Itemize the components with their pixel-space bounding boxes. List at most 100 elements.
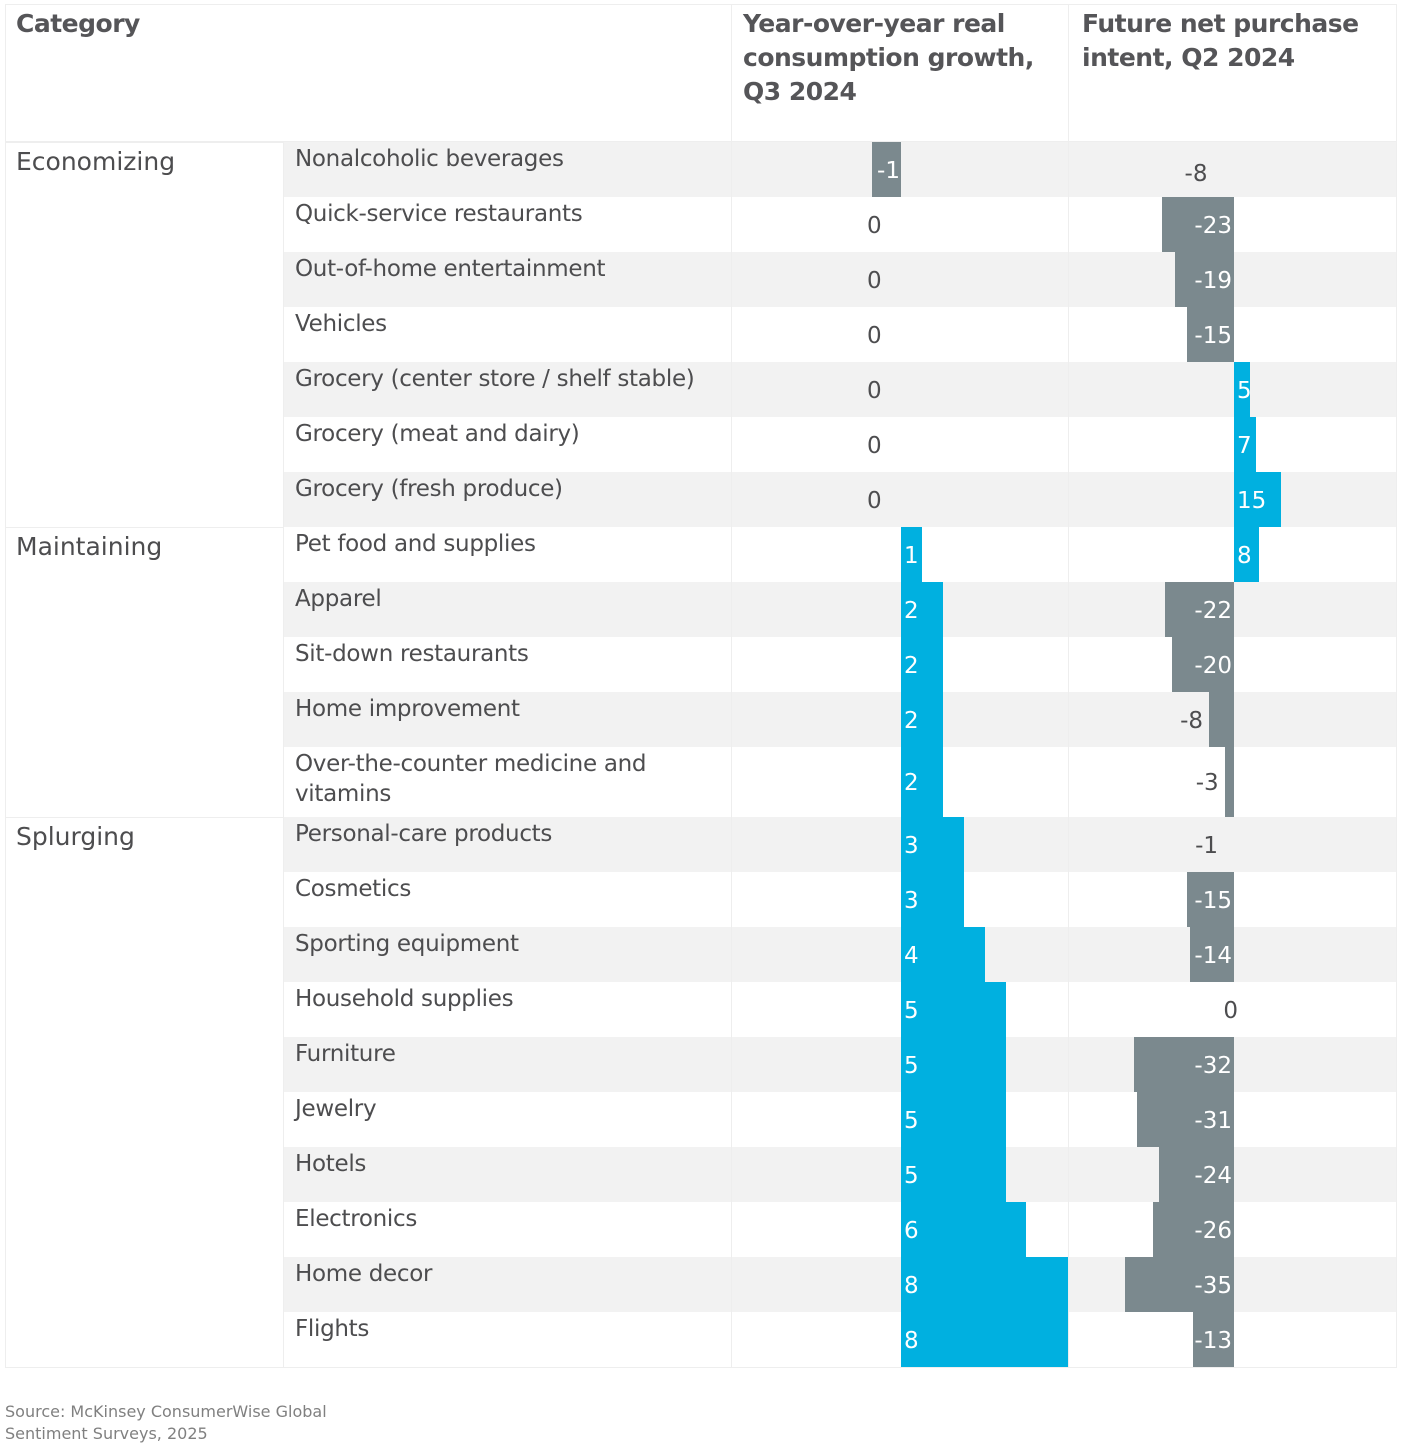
yoy-value-label: 0 [867, 322, 882, 349]
intent-bar [1234, 417, 1256, 472]
subcategory-label: Vehicles [295, 311, 387, 337]
subcategory-label: Cosmetics [295, 876, 412, 902]
source-note: Source: McKinsey ConsumerWise Global Sen… [5, 1402, 327, 1443]
column-divider [5, 4, 6, 1367]
table-row: Flights [283, 1312, 1397, 1367]
table-row: Grocery (fresh produce) [283, 472, 1397, 527]
yoy-value-label: 0 [867, 377, 882, 404]
group-label: Economizing [5, 142, 283, 527]
subcategory-label: Nonalcoholic beverages [295, 146, 564, 172]
intent-value-label: -1 [1195, 832, 1218, 859]
intent-value-label: 0 [1223, 997, 1238, 1024]
yoy-bar [901, 872, 964, 927]
header-yoy-growth: Year-over-year real consumption growth, … [743, 9, 1034, 106]
intent-value-label: -31 [1194, 1107, 1232, 1134]
intent-value-label: -8 [1180, 707, 1204, 734]
table-row: Electronics [283, 1202, 1397, 1257]
intent-bar [1234, 362, 1250, 417]
intent-bar [1159, 1147, 1234, 1202]
subcategory-label: Flights [295, 1316, 370, 1342]
subcategory-label: Apparel [295, 586, 382, 612]
yoy-bar [901, 1257, 1069, 1312]
subcategory-label: Sit-down restaurants [295, 641, 529, 667]
intent-value-label: -20 [1194, 652, 1232, 679]
subcategory-label: Sporting equipment [295, 931, 519, 957]
column-divider [1396, 4, 1397, 1367]
intent-bar [1165, 582, 1234, 637]
intent-bar [1187, 872, 1234, 927]
yoy-value-label: 6 [904, 1217, 919, 1244]
intent-value-label: -26 [1194, 1217, 1232, 1244]
intent-value-label: 8 [1237, 542, 1252, 569]
intent-bar [1152, 1202, 1234, 1257]
table-row: Over-the-counter medicine and vitamins [283, 747, 1397, 817]
table-row: Pet food and supplies [283, 527, 1397, 582]
intent-value-label: -24 [1194, 1162, 1232, 1189]
header-purchase-intent: Future net purchase intent, Q2 2024 [1082, 9, 1359, 72]
intent-bar [1234, 472, 1281, 527]
intent-value-label: -22 [1194, 597, 1232, 624]
table-header: Category Year-over-year real consumption… [5, 4, 1397, 142]
subcategory-label: Grocery (center store / shelf stable) [295, 366, 695, 392]
intent-value-label: -19 [1194, 267, 1232, 294]
intent-value-label: -3 [1195, 770, 1219, 796]
intent-value-label: -15 [1194, 322, 1232, 349]
yoy-value-label: 5 [904, 997, 919, 1024]
yoy-bar [901, 982, 1006, 1037]
yoy-bar [901, 582, 943, 637]
intent-bar [1174, 252, 1234, 307]
intent-bar [1193, 1312, 1234, 1367]
subcategory-label: Pet food and supplies [295, 531, 536, 557]
yoy-value-label: 8 [904, 1327, 919, 1354]
yoy-bar [872, 142, 901, 197]
table-row: Vehicles [283, 307, 1397, 362]
group-label: Splurging [5, 817, 283, 1367]
subcategory-label: Jewelry [295, 1096, 377, 1122]
yoy-value-label: 2 [904, 597, 919, 624]
intent-bar [1209, 692, 1234, 747]
table-row: Household supplies [283, 982, 1397, 1037]
yoy-value-label: 4 [904, 942, 919, 969]
subcategory-label: Hotels [295, 1151, 367, 1177]
intent-value-label: 15 [1237, 487, 1267, 514]
intent-value-label: -23 [1194, 212, 1232, 239]
intent-bar [1224, 747, 1234, 817]
intent-value-label: -14 [1194, 942, 1232, 969]
table-bottom-border [5, 1367, 1397, 1368]
table-row: Grocery (center store / shelf stable) [283, 362, 1397, 417]
table-row: Cosmetics [283, 872, 1397, 927]
yoy-value-label: -1 [877, 157, 900, 184]
table-row: Nonalcoholic beverages [283, 142, 1397, 197]
table-row: Jewelry [283, 1092, 1397, 1147]
yoy-value-label: 3 [904, 832, 919, 859]
header-category: Category [16, 9, 140, 38]
intent-value-label: -32 [1194, 1052, 1232, 1079]
subcategory-label: Household supplies [295, 986, 514, 1012]
yoy-value-label: 5 [904, 1052, 919, 1079]
yoy-bar [901, 637, 943, 692]
intent-bar [1124, 1257, 1234, 1312]
yoy-value-label: 0 [867, 267, 882, 294]
subcategory-label: Electronics [295, 1206, 418, 1232]
intent-bar [1137, 1092, 1234, 1147]
intent-bar [1234, 527, 1259, 582]
intent-bar [1187, 307, 1234, 362]
yoy-bar [901, 1092, 1006, 1147]
intent-value-label: -15 [1194, 887, 1232, 914]
yoy-bar [901, 1312, 1069, 1367]
yoy-bar [901, 1147, 1006, 1202]
intent-value-label: 5 [1237, 377, 1252, 404]
yoy-bar [901, 817, 964, 872]
intent-bar [1162, 197, 1234, 252]
group-label: Maintaining [5, 527, 283, 817]
subcategory-label: Grocery (meat and dairy) [295, 421, 580, 447]
yoy-value-label: 0 [867, 432, 882, 459]
yoy-bar [901, 527, 922, 582]
table-row: Personal-care products [283, 817, 1397, 872]
subcategory-label: Personal-care products [295, 821, 553, 847]
intent-value-label: -35 [1194, 1272, 1232, 1299]
yoy-bar [901, 692, 943, 747]
yoy-bar [901, 747, 943, 817]
subcategory-label: Quick-service restaurants [295, 201, 583, 227]
yoy-value-label: 5 [904, 1107, 919, 1134]
